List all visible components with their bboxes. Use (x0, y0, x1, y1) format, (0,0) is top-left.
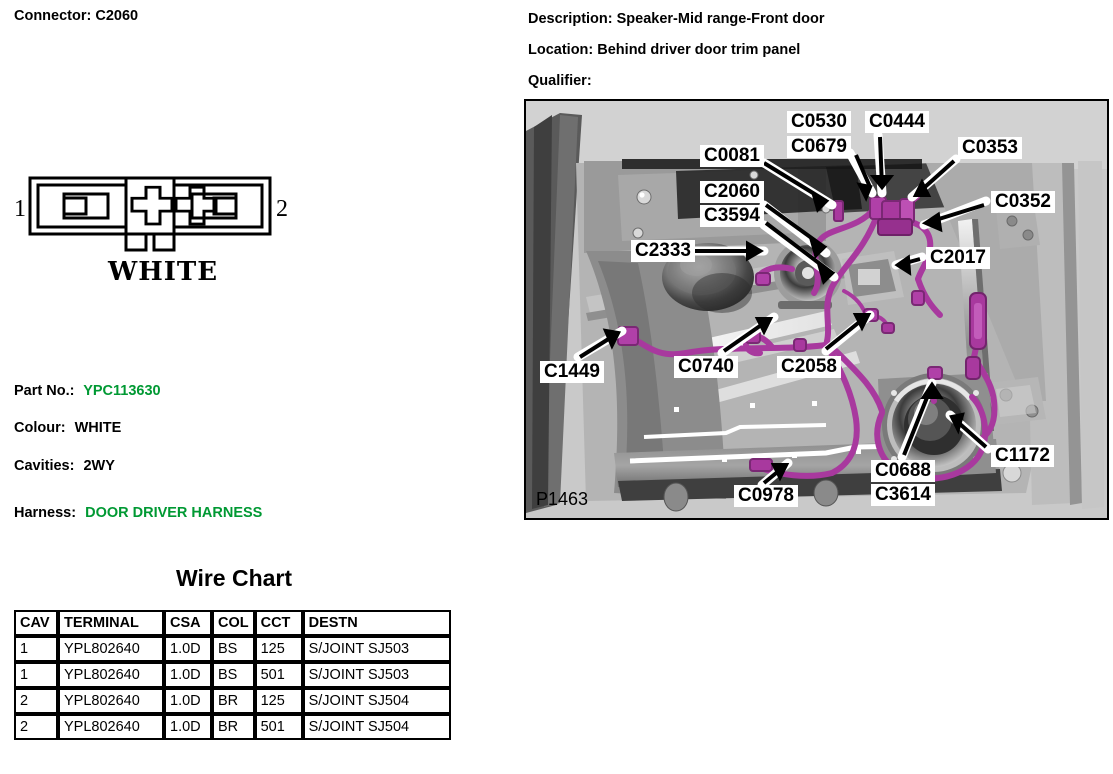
harness-value: DOOR DRIVER HARNESS (85, 505, 263, 521)
cavities-value: 2WY (83, 458, 115, 474)
callout-c2333: C2333 (631, 240, 695, 263)
callout-c0353: C0353 (958, 137, 1022, 160)
callout-c2058: C2058 (777, 356, 841, 379)
callout-arrows (573, 130, 993, 490)
cell-csa: 1.0D (164, 688, 212, 714)
connector-face-diagram: 1 2 WHITE (8, 170, 298, 285)
column-header-terminal: TERMINAL (58, 610, 164, 636)
column-header-col: COL (212, 610, 255, 636)
wire-chart-title: Wire Chart (175, 565, 293, 591)
part-no-value: YPC113630 (83, 383, 161, 399)
door-panel-illustration: C0530 C0679 C0444 C0353 C0081 C2060 C359… (524, 99, 1109, 520)
cell-cct: 125 (254, 688, 303, 714)
callout-c2017: C2017 (926, 247, 990, 270)
table-row: 2 YPL802640 1.0D BR 125 S/JOINT SJ504 (14, 688, 451, 714)
cell-cct: 501 (254, 662, 303, 688)
cell-col: BR (212, 688, 255, 714)
table-row: 1 YPL802640 1.0D BS 125 S/JOINT SJ503 (14, 636, 451, 662)
harness-row: Harness: DOOR DRIVER HARNESS (14, 505, 262, 521)
location-line: Location: Behind driver door trim panel (528, 42, 801, 58)
table-row: 1 YPL802640 1.0D BS 501 S/JOINT SJ503 (14, 662, 451, 688)
description-line: Description: Speaker-Mid range-Front doo… (528, 11, 825, 27)
cavities-label: Cavities: (14, 458, 75, 474)
cell-csa: 1.0D (164, 636, 212, 662)
colour-label: Colour: (14, 420, 66, 436)
qualifier-line: Qualifier: (528, 73, 592, 89)
part-no-label: Part No.: (14, 383, 75, 399)
connector-pin-1-label: 1 (14, 196, 26, 222)
cell-cav: 2 (14, 714, 58, 740)
cell-csa: 1.0D (164, 662, 212, 688)
callout-c0530: C0530 (787, 111, 851, 134)
connector-pin-2-label: 2 (276, 196, 288, 222)
column-header-destn: DESTN (302, 610, 451, 636)
callout-c3594: C3594 (700, 205, 764, 228)
cell-csa: 1.0D (164, 714, 212, 740)
cell-col: BR (212, 714, 255, 740)
cell-terminal: YPL802640 (58, 662, 164, 688)
harness-label: Harness: (14, 505, 77, 521)
callout-c0352: C0352 (991, 191, 1055, 214)
callout-c0978: C0978 (734, 485, 798, 508)
cell-destn: S/JOINT SJ503 (302, 636, 451, 662)
cell-cct: 125 (254, 636, 303, 662)
illustration-plate-id: P1463 (536, 489, 589, 509)
callout-c0740: C0740 (674, 356, 738, 379)
cell-destn: S/JOINT SJ504 (302, 714, 451, 740)
wire-chart-table: CAV TERMINAL CSA COL CCT DESTN 1 YPL8026… (14, 610, 451, 740)
cell-terminal: YPL802640 (58, 636, 164, 662)
column-header-cct: CCT (254, 610, 303, 636)
connector-id-line: Connector: C2060 (14, 8, 139, 24)
cavities-row: Cavities: 2WY (14, 458, 115, 474)
cell-col: BS (212, 636, 255, 662)
colour-row: Colour: WHITE (14, 420, 121, 436)
wire-chart-header-row: CAV TERMINAL CSA COL CCT DESTN (14, 610, 451, 636)
callout-c0688: C0688 (871, 460, 935, 483)
table-row: 2 YPL802640 1.0D BR 501 S/JOINT SJ504 (14, 714, 451, 740)
cell-terminal: YPL802640 (58, 688, 164, 714)
callout-c1449: C1449 (540, 361, 604, 384)
part-no-row: Part No.: YPC113630 (14, 383, 161, 399)
cell-destn: S/JOINT SJ503 (302, 662, 451, 688)
callout-c0444: C0444 (865, 111, 929, 134)
cell-cav: 1 (14, 636, 58, 662)
cell-col: BS (212, 662, 255, 688)
colour-value: WHITE (74, 420, 122, 436)
callout-c1172: C1172 (991, 445, 1054, 468)
column-header-cav: CAV (14, 610, 58, 636)
callout-c3614: C3614 (871, 484, 935, 507)
callout-c0679: C0679 (787, 136, 851, 159)
callout-c2060: C2060 (700, 181, 764, 204)
cell-cct: 501 (254, 714, 303, 740)
cell-terminal: YPL802640 (58, 714, 164, 740)
cell-cav: 2 (14, 688, 58, 714)
callout-c0081: C0081 (700, 145, 764, 168)
cell-cav: 1 (14, 662, 58, 688)
cell-destn: S/JOINT SJ504 (302, 688, 451, 714)
column-header-csa: CSA (164, 610, 212, 636)
connector-colour-label: WHITE (107, 257, 218, 285)
